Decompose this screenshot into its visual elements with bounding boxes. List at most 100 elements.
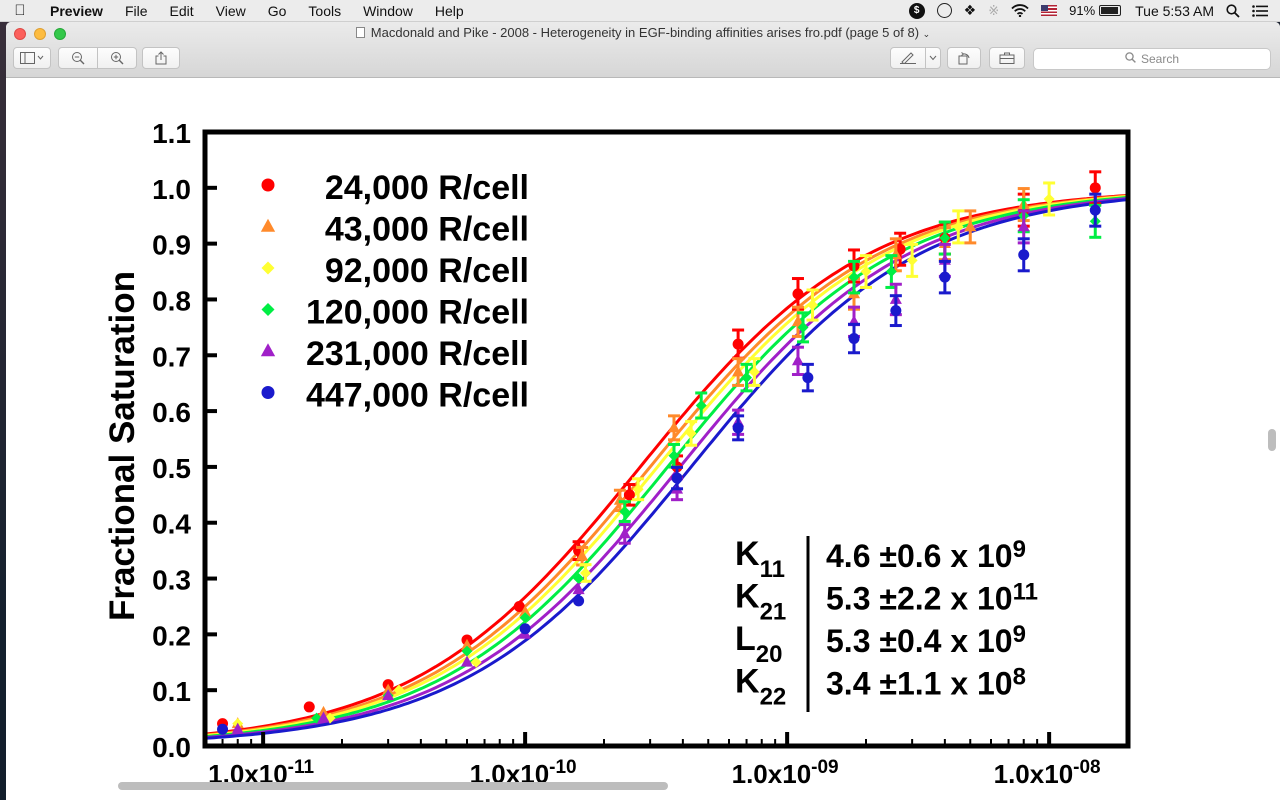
data-point (860, 266, 872, 278)
battery-icon (1099, 5, 1122, 16)
data-point (685, 427, 697, 439)
y-tick-label: 0.5 (152, 453, 191, 484)
data-point (460, 638, 474, 650)
data-point (623, 489, 635, 501)
y-tick-label: 0.7 (152, 341, 191, 372)
rotate-button[interactable] (947, 47, 981, 69)
markup-dropdown-chevron-icon[interactable] (925, 47, 941, 69)
data-point (470, 656, 482, 668)
data-point (671, 472, 683, 484)
parameter-value: 5.3 ±0.4 x 109 (826, 621, 1026, 659)
data-point (695, 400, 707, 412)
parameter-symbol: K22 (735, 663, 786, 711)
title-bar: Macdonald and Pike - 2008 - Heterogeneit… (6, 22, 1280, 78)
data-point (573, 595, 585, 607)
menu-window[interactable]: Window (363, 2, 413, 19)
data-point (260, 218, 276, 232)
pdf-page-view[interactable]: 0.0 0.1 0.2 0.3 0.4 0.5 0.6 0.7 0.8 0.9 1.0 1.1 1.0… (6, 79, 1280, 800)
parameter-symbol: K11 (735, 535, 785, 583)
y-tick-label: 0.1 (152, 676, 191, 707)
menu-go[interactable]: Go (267, 2, 287, 19)
window-title[interactable]: Macdonald and Pike - 2008 - Heterogeneit… (6, 25, 1280, 40)
y-tick-label: 0.4 (152, 509, 191, 540)
data-point (807, 299, 819, 311)
markup-pen-button[interactable] (890, 47, 926, 69)
legend-entry-label: 43,000 R/cell (325, 211, 529, 249)
battery-status[interactable]: 91% (1069, 3, 1122, 18)
parameter-value: 4.6 ±0.6 x 109 (826, 536, 1026, 574)
data-point (260, 343, 276, 357)
data-point (461, 645, 473, 657)
data-point (848, 333, 860, 345)
data-point (317, 711, 330, 723)
x-tick-label: 1.0x10-08 (994, 757, 1101, 789)
data-point (964, 220, 977, 232)
minimize-window-button[interactable] (34, 28, 46, 40)
y-axis-label: Fractional Saturation (103, 271, 142, 621)
toolbox-button[interactable] (989, 47, 1025, 69)
search-icon (1125, 52, 1136, 66)
data-point (732, 365, 745, 377)
data-point (231, 722, 244, 734)
fit-curve (204, 195, 1129, 739)
data-point (573, 573, 585, 585)
spotlight-search-icon[interactable] (1226, 3, 1240, 18)
menu-file[interactable]: File (124, 2, 148, 19)
binding-curve-chart: 0.0 0.1 0.2 0.3 0.4 0.5 0.6 0.7 0.8 0.9 1.0 1.1 1.0… (103, 118, 1131, 789)
wifi-icon[interactable] (1011, 4, 1029, 17)
share-button[interactable] (142, 47, 180, 69)
y-tick-label: 0.8 (152, 285, 191, 316)
data-point (580, 567, 592, 579)
data-point (382, 683, 395, 695)
apple-menu-icon[interactable]:  (0, 2, 40, 19)
data-point (848, 271, 860, 283)
data-point (217, 723, 229, 735)
legend-entry-label: 92,000 R/cell (325, 252, 529, 290)
parameter-value: 5.3 ±2.2 x 1011 (826, 579, 1038, 617)
data-point (519, 612, 531, 624)
legend-entry-label: 24,000 R/cell (325, 169, 529, 207)
zoom-window-button[interactable] (54, 28, 66, 40)
fit-curve (204, 195, 1129, 738)
menu-help[interactable]: Help (434, 2, 464, 19)
x-axis-ticks: 1.0x10-11 1.0x10-10 1.0x10-09 1.0x10-08 (208, 732, 1101, 789)
close-window-button[interactable] (14, 28, 26, 40)
preview-window: Macdonald and Pike - 2008 - Heterogeneit… (6, 22, 1280, 800)
dropbox-icon[interactable]: ❖ (963, 2, 977, 18)
pdf-document-icon (355, 27, 365, 38)
battery-percent: 91% (1069, 3, 1096, 18)
parameter-table: K11 4.6 ±0.6 x 109 K21 5.3 ±2.2 x 1011 L20 5.… (735, 535, 1038, 712)
parameter-symbol: L20 (735, 620, 782, 668)
sidebar-view-button[interactable] (13, 47, 51, 69)
notification-center-icon[interactable] (1252, 4, 1268, 17)
data-point (303, 701, 315, 713)
data-point (576, 549, 589, 561)
search-input[interactable]: Search (1033, 48, 1271, 70)
us-flag-input-icon[interactable] (1041, 5, 1058, 16)
x-tick-label: 1.0x10-09 (732, 757, 839, 789)
y-axis-ticks: 0.0 0.1 0.2 0.3 0.4 0.5 0.6 0.7 0.8 0.9 1.0 1.1 (152, 118, 217, 763)
y-tick-label: 0.2 (152, 620, 191, 651)
do-not-disturb-icon[interactable] (936, 3, 952, 18)
data-point (906, 254, 918, 266)
title-chevron-down-icon[interactable]: ⌄ (922, 29, 931, 39)
dollar-status-icon[interactable]: $ (908, 2, 925, 19)
menu-edit[interactable]: Edit (169, 2, 194, 19)
zoom-in-button[interactable] (97, 47, 137, 69)
vertical-scrollbar[interactable] (1268, 429, 1276, 451)
clock[interactable]: Tue 5:53 AM (1135, 2, 1214, 19)
data-point (619, 506, 631, 518)
data-point (1018, 249, 1030, 261)
data-point (939, 271, 951, 283)
data-point (802, 372, 814, 384)
bluetooth-icon[interactable]: ※ (988, 2, 1000, 18)
menu-tools[interactable]: Tools (308, 2, 342, 19)
y-tick-label: 0.0 (152, 732, 191, 763)
menu-app-name[interactable]: Preview (50, 2, 103, 19)
zoom-out-button[interactable] (58, 47, 98, 69)
horizontal-scrollbar[interactable] (118, 782, 668, 790)
parameter-symbol: K21 (735, 578, 786, 626)
y-tick-label: 0.6 (152, 397, 191, 428)
menu-view[interactable]: View (215, 2, 246, 19)
